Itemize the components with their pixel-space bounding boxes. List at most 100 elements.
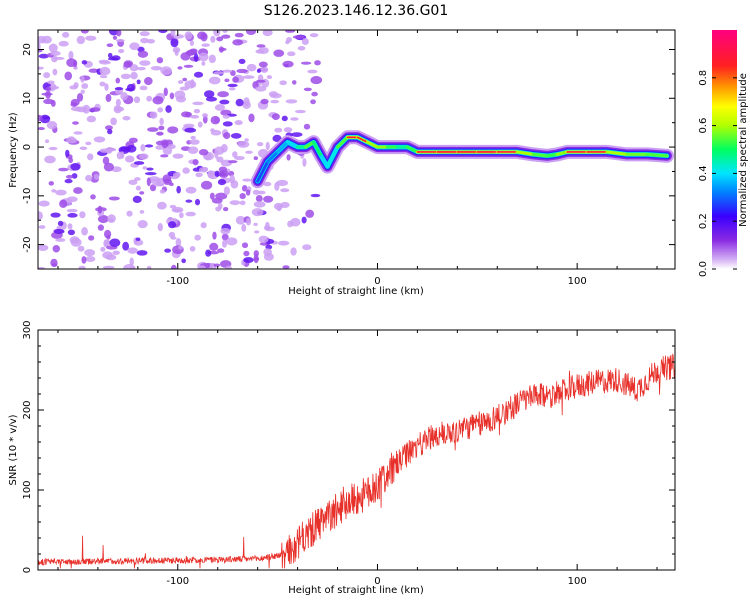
spectrogram-noise-blob — [252, 189, 260, 195]
spectrogram-noise-blob — [285, 99, 298, 104]
spectrogram-noise-blob — [134, 177, 141, 181]
spectrogram-noise-blob — [307, 69, 318, 74]
snr-xtick-label: 0 — [374, 576, 380, 587]
spectrogram-ridge-core — [365, 140, 379, 149]
spectrogram-noise-blob — [192, 101, 204, 106]
spectrogram-noise-blob — [99, 66, 111, 76]
spectrogram-noise-blob — [197, 265, 207, 269]
spectrogram-noise-blob — [238, 58, 246, 65]
spectrogram-ridge-core — [320, 155, 330, 169]
spectrogram-noise-blob — [211, 197, 223, 204]
spectrogram-noise-blob — [285, 30, 296, 33]
spectrogram-noise-blob — [314, 60, 321, 66]
spectrogram-noise-blob — [241, 223, 247, 232]
spectrogram-noise-blob — [38, 266, 46, 269]
spectrogram-noise-blob — [262, 30, 273, 37]
spectrogram-noise-blob — [217, 179, 227, 186]
spectrogram-noise-blob — [205, 249, 212, 257]
spectrogram-noise-blob — [160, 66, 172, 76]
spectrogram-noise-blob — [218, 170, 229, 178]
spectrogram-noise-blob — [49, 50, 61, 56]
spectrogram-noise-blob — [221, 233, 229, 241]
spectrogram-noise-blob — [38, 35, 46, 44]
spectrogram-noise-blob — [38, 114, 43, 122]
spectrogram-noise-blob — [109, 238, 121, 247]
spectrogram-noise-blob — [64, 71, 73, 81]
spectrogram-noise-blob — [47, 80, 55, 85]
spectrogram-noise-blob — [181, 258, 186, 264]
spectrogram-noise-blob — [260, 98, 269, 105]
spectrogram-noise-blob — [201, 43, 210, 47]
spectrogram-noise-blob — [235, 98, 244, 107]
spectrogram-noise-blob — [302, 158, 307, 167]
spectrogram-noise-blob — [52, 245, 61, 253]
spectrogram-noise-blob — [70, 102, 78, 107]
spectrogram-noise-blob — [85, 35, 97, 41]
spectrogram-noise-blob — [93, 136, 106, 143]
spectrogram-noise-blob — [253, 201, 266, 208]
spectrogram-ridge-core — [405, 145, 419, 154]
spectrogram-noise-blob — [232, 39, 244, 46]
snr-ticks: -100 0 100 0 100 200 300 — [22, 320, 675, 587]
spectrogram-noise-blob — [213, 71, 225, 75]
spectrogram-xtick-label: 100 — [568, 276, 587, 287]
spectrogram-xtick-label: 0 — [374, 276, 380, 287]
spectrogram-noise-blob — [209, 242, 219, 251]
spectrogram-noise-blob — [84, 249, 96, 257]
spectrogram-noise-blob — [69, 85, 78, 90]
spectrogram-noise-blob — [146, 95, 153, 102]
spectrogram-noise-blob — [310, 99, 316, 105]
spectrogram-noise-blob — [38, 211, 43, 221]
spectrogram-noise-blob — [85, 141, 92, 146]
spectrogram-noise-blob — [130, 71, 138, 80]
spectrogram-ridge-core — [304, 140, 316, 149]
spectrogram-noise-blob — [77, 245, 85, 252]
spectrogram-noise-blob — [43, 72, 51, 79]
spectrogram-noise-blob — [177, 66, 183, 70]
spectrogram-noise-blob — [133, 96, 141, 104]
spectrogram-noise-blob — [198, 52, 209, 62]
spectrogram-noise-blob — [265, 221, 270, 230]
spectrogram-noise-blob — [279, 80, 287, 86]
colorbar-tick-label: 0.4 — [698, 165, 709, 181]
spectrogram-noise-blob — [155, 145, 165, 150]
spectrogram-noise-blob — [251, 208, 264, 217]
spectrogram-noise-blob — [168, 231, 176, 238]
spectrogram-noise-blob — [183, 64, 194, 68]
spectrogram-noise-blob — [146, 265, 152, 269]
spectrogram-noise-blob — [98, 59, 110, 63]
spectrogram-noise-blob — [87, 153, 94, 161]
spectrogram-noise-blob — [51, 189, 57, 193]
spectrogram-noise-blob — [172, 172, 180, 179]
spectrogram-noise-blob — [76, 92, 84, 102]
spectrogram-noise-blob — [303, 87, 312, 92]
spectrogram-noise-blob — [266, 75, 273, 80]
spectrogram-ytick-label: -10 — [22, 188, 33, 204]
colorbar-gradient — [712, 30, 737, 269]
spectrogram-noise-blob — [210, 128, 215, 132]
spectrogram-noise-blob — [73, 187, 83, 194]
spectrogram-noise-blob — [224, 78, 230, 83]
spectrogram-ytick-label: 20 — [22, 43, 33, 56]
spectrogram-noise-blob — [245, 150, 253, 154]
spectrogram-noise-blob — [120, 73, 131, 80]
spectrogram-noise-blob — [38, 127, 45, 131]
spectrogram-noise-blob — [182, 167, 190, 174]
spectrogram-noise-blob — [255, 194, 263, 202]
spectrogram-noise-blob — [205, 96, 218, 102]
spectrogram-noise-blob — [139, 31, 150, 37]
spectrogram-noise-blob — [48, 146, 58, 151]
spectrogram-noise-blob — [300, 61, 312, 65]
colorbar-tick-label: 0.8 — [698, 70, 709, 86]
spectrogram-noise-blob — [253, 222, 258, 226]
spectrogram-noise-blob — [242, 178, 252, 182]
spectrogram-noise-blob — [281, 115, 288, 122]
spectrogram-noise-blob — [57, 220, 64, 227]
spectrogram-noise-blob — [263, 248, 272, 257]
spectrogram-noise-blob — [222, 239, 227, 248]
spectrogram-noise-blob — [115, 39, 125, 43]
snr-xlabel: Height of straight line (km) — [288, 585, 424, 596]
spectrogram-noise-blob — [144, 144, 154, 148]
spectrogram-noise-blob — [228, 87, 236, 91]
spectrogram-noise-blob — [93, 173, 100, 180]
